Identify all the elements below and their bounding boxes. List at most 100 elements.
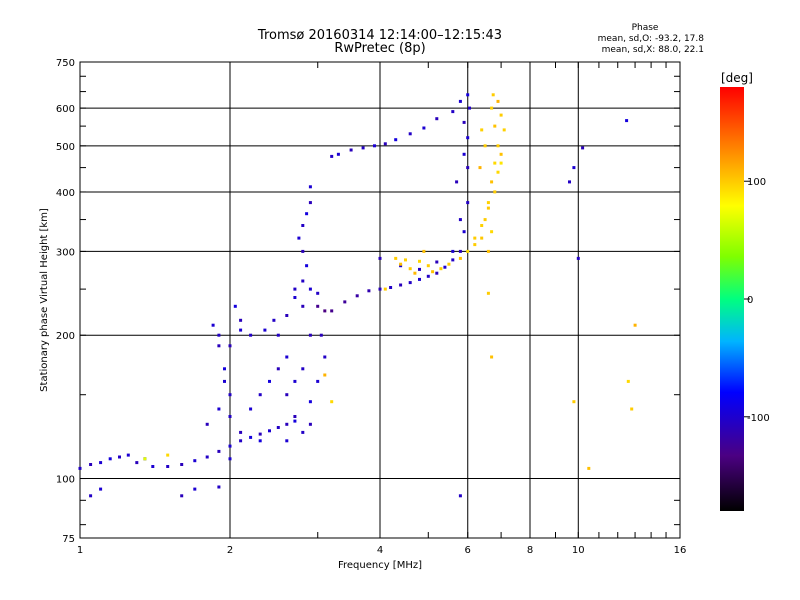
data-point-o (99, 461, 103, 465)
data-point-o (297, 236, 301, 240)
data-point-x (426, 264, 430, 268)
data-point-o (572, 166, 576, 170)
data-point-x (473, 243, 477, 247)
data-point-x (480, 128, 484, 132)
data-point-o (99, 487, 103, 491)
data-point-x (490, 355, 494, 359)
data-point-o (228, 444, 232, 448)
data-point-o (301, 279, 305, 283)
y-tick-label: 75 (62, 534, 75, 545)
data-point-x (502, 128, 506, 132)
colorbar (720, 87, 744, 511)
data-point-o (455, 180, 459, 184)
data-point-o (205, 455, 209, 459)
data-point-o (466, 93, 470, 97)
phase-heading: Phase (632, 23, 659, 33)
data-point-o (330, 154, 334, 158)
y-tick-label: 100 (56, 475, 75, 486)
data-point-o (422, 126, 426, 130)
data-point-x (490, 106, 494, 110)
data-point-o (308, 422, 312, 426)
data-point-o (293, 287, 297, 291)
data-point-o (378, 287, 382, 291)
data-point-o (625, 119, 629, 123)
data-point-o (443, 265, 447, 269)
data-point-o (308, 400, 312, 404)
x-tick-label: 2 (227, 545, 233, 556)
x-tick-label: 8 (527, 545, 533, 556)
data-point-o (349, 148, 353, 152)
data-point-o (458, 218, 462, 222)
data-point-x (490, 230, 494, 234)
data-point-o (581, 146, 585, 150)
data-point-x (166, 453, 170, 457)
data-point-o (301, 304, 305, 308)
data-point-o (576, 256, 580, 260)
data-point-x (483, 218, 487, 222)
data-point-o (239, 439, 243, 443)
data-point-o (268, 429, 271, 433)
data-point-o (308, 185, 312, 189)
data-point-o (108, 457, 112, 461)
data-point-o (89, 494, 93, 498)
data-point-o (301, 367, 305, 371)
y-tick-label: 300 (56, 247, 75, 258)
data-point-x (323, 373, 327, 377)
data-point-o (180, 494, 184, 498)
data-point-o (89, 463, 93, 466)
data-point-o (468, 106, 471, 110)
data-point-x (499, 152, 503, 156)
data-point-o (285, 439, 289, 443)
data-point-o (272, 318, 276, 322)
data-point-o (258, 439, 262, 443)
data-point-o (285, 355, 289, 359)
data-point-x (431, 270, 435, 274)
data-point-x (383, 287, 387, 291)
data-point-x (422, 249, 426, 253)
data-point-o (268, 379, 271, 383)
data-point-x (499, 113, 503, 117)
data-point-x (330, 400, 334, 404)
data-point-x (408, 267, 412, 271)
x-axis-label: Frequency [MHz] (338, 560, 422, 571)
y-tick-label: 200 (56, 331, 75, 342)
data-point-o (343, 300, 347, 304)
data-point-o (462, 120, 466, 124)
data-point-o (308, 287, 312, 291)
colorbar-label: [deg] (721, 71, 753, 85)
data-point-o (389, 286, 393, 289)
data-point-o (151, 465, 155, 468)
chart-title: Tromsø 20160314 12:14:00–12:15:43 (257, 28, 502, 43)
data-point-o (223, 379, 226, 383)
y-tick-label: 400 (56, 188, 75, 199)
data-point-o (451, 110, 455, 114)
data-point-o (205, 422, 209, 426)
data-point-o (293, 296, 297, 299)
chart-subtitle: RwPretec (8p) (334, 41, 425, 56)
data-point-x (486, 206, 490, 210)
data-point-x (439, 267, 443, 271)
data-point-o (305, 212, 309, 216)
data-point-o (217, 485, 221, 489)
data-point-o (233, 304, 237, 308)
data-points (78, 93, 637, 498)
data-point-o (301, 224, 305, 227)
data-point-x (493, 124, 497, 128)
data-point-o (276, 333, 280, 337)
data-point-o (308, 333, 312, 337)
y-tick-label: 600 (56, 104, 75, 115)
data-point-o (435, 260, 439, 264)
data-point-o (126, 453, 130, 457)
data-point-x (486, 201, 490, 205)
data-point-x (496, 170, 500, 174)
data-point-o (285, 314, 289, 317)
data-point-o (408, 281, 412, 285)
data-point-x (572, 400, 576, 404)
data-point-x (626, 379, 630, 383)
data-point-o (228, 457, 232, 461)
data-point-x (633, 323, 637, 327)
data-point-o (249, 407, 253, 411)
data-point-o (316, 379, 320, 383)
data-point-x (587, 466, 591, 470)
